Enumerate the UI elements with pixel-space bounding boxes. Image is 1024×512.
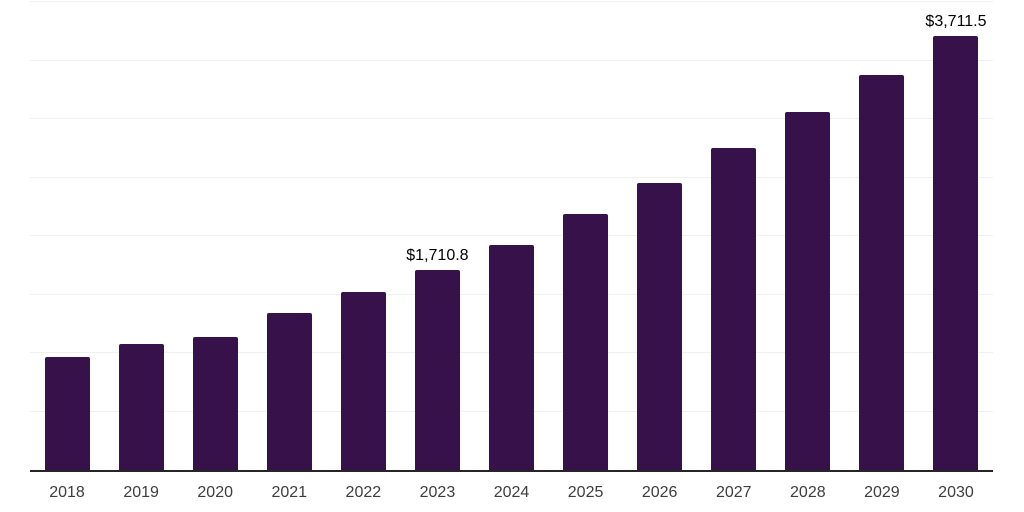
plot-area: $1,710.8 $3,711.5: [30, 0, 993, 472]
bar-slot-2028: [771, 112, 845, 470]
x-axis-label-2024: 2024: [493, 484, 530, 501]
x-axis-label-2026: 2026: [641, 484, 678, 501]
bar-2021: [266, 313, 312, 470]
bar-2020: [192, 337, 238, 470]
bar-slot-2029: [845, 74, 919, 470]
bar-2024: [489, 245, 534, 470]
x-axis-label-2018: 2018: [49, 484, 85, 501]
bar-slot-2030: $3,711.5: [919, 13, 993, 470]
bar-2019: [118, 344, 164, 470]
bar-2026: [637, 183, 683, 470]
x-axis-label-2021: 2021: [271, 484, 308, 501]
bars-row: $1,710.8 $3,711.5: [30, 0, 993, 470]
bar-slot-2018: [30, 357, 104, 470]
bar-slot-2023: $1,710.8: [400, 247, 474, 470]
bar-2023: [414, 269, 460, 470]
bar-slot-2021: [252, 313, 326, 470]
gridline-4000: [30, 1, 993, 2]
bar-2022: [340, 292, 386, 470]
data-label-2023: $1,710.8: [406, 246, 469, 264]
x-axis-label-2023: 2023: [419, 484, 456, 501]
bar-slot-2026: [623, 183, 697, 470]
bar-2018: [44, 357, 90, 470]
bar-2027: [711, 148, 757, 470]
bar-slot-2020: [178, 337, 252, 470]
x-axis-label-2028: 2028: [790, 484, 826, 501]
x-axis-label-2020: 2020: [197, 484, 233, 501]
bar-slot-2022: [326, 292, 400, 470]
gridline-3500: [30, 59, 993, 61]
gridline-2000: [30, 235, 993, 236]
bar-2029: [859, 74, 905, 470]
x-axis-label-2027: 2027: [715, 484, 752, 501]
bar-slot-2025: [549, 214, 623, 470]
gridline-3000: [30, 118, 993, 119]
bar-2030: [933, 35, 979, 470]
x-axis-label-2022: 2022: [345, 484, 382, 501]
x-axis-label-2030: 2030: [938, 484, 974, 501]
bar-2025: [563, 214, 609, 470]
x-axis-label-2019: 2019: [123, 484, 159, 501]
bar-2028: [785, 112, 831, 470]
data-label-2030: $3,711.5: [925, 12, 987, 30]
x-axis-label-2029: 2029: [864, 484, 900, 501]
x-axis-label-2025: 2025: [567, 484, 604, 501]
bar-slot-2024: [474, 245, 548, 470]
gridline-2500: [30, 176, 993, 178]
bar-slot-2027: [697, 148, 771, 470]
bar-slot-2019: [104, 344, 178, 470]
x-axis-labels: 2018 2019 2020 2021 2022 2023 2024 2025 2026 2027…: [30, 484, 993, 502]
